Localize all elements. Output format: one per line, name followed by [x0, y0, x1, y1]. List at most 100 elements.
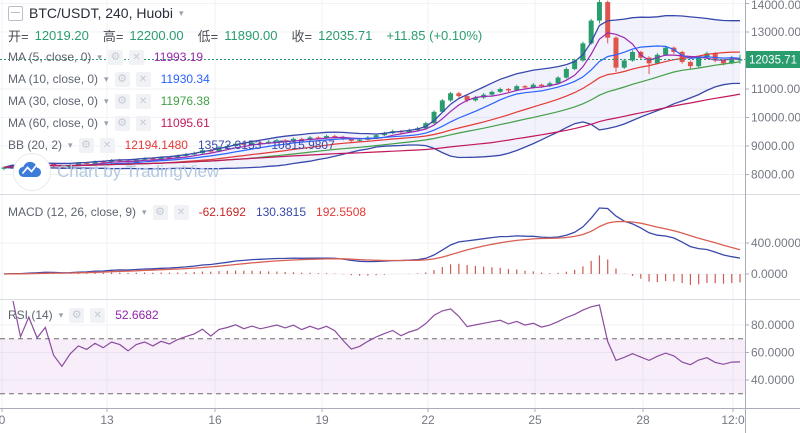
bb-lower-line [3, 82, 741, 170]
rsi-line [12, 301, 741, 368]
candle-body [357, 139, 363, 141]
close-icon[interactable]: ✕ [135, 71, 151, 87]
candle-body [505, 89, 511, 91]
price-tick-label: 13000.00 [751, 25, 800, 39]
close-icon[interactable]: ✕ [135, 93, 151, 109]
macd-line [3, 207, 741, 275]
bb-fill [4, 15, 740, 169]
candle-body [663, 47, 669, 55]
chevron-down-icon[interactable]: ▾ [178, 7, 184, 18]
bb-upper-line [3, 14, 740, 169]
settings-icon[interactable]: ⚙ [152, 204, 168, 220]
candle-body [166, 157, 172, 159]
ma10-value: 11930.34 [160, 72, 210, 86]
macd-panel[interactable] [3, 207, 741, 285]
indicator-row-ma10: MA (10, close, 0) ▾ ⚙ ✕ 11930.34 [8, 70, 490, 88]
candle-body [448, 93, 454, 101]
ma60-value: 11095.61 [160, 116, 210, 130]
candle-body [299, 138, 305, 140]
macd-tick-label: 400.0000 [751, 236, 800, 250]
candle-body [84, 163, 90, 165]
candle-body [373, 135, 379, 138]
chevron-down-icon[interactable]: ▾ [104, 117, 109, 128]
collapse-panel-icon[interactable] [8, 5, 23, 21]
chevron-down-icon[interactable]: ▾ [104, 73, 109, 84]
candle-body [704, 53, 710, 58]
candle-body [315, 137, 321, 139]
indicator-row-rsi: RSI (14) ▾ ⚙ ✕ 52.6682 [8, 306, 159, 324]
candle-body [158, 157, 164, 160]
price-tick-label: 8000.00 [751, 168, 795, 182]
symbol-title[interactable]: BTC/USDT, 240, Huobi [29, 5, 173, 21]
candle-body [729, 59, 735, 64]
close-icon[interactable]: ✕ [90, 307, 106, 323]
chevron-down-icon[interactable]: ▾ [97, 51, 102, 62]
chevron-down-icon[interactable]: ▾ [58, 309, 64, 320]
settings-icon[interactable]: ⚙ [78, 137, 94, 153]
settings-icon[interactable]: ⚙ [114, 115, 130, 131]
candle-body [59, 165, 65, 168]
low-label: 低= [197, 28, 219, 44]
ma10-label[interactable]: MA (10, close, 0) [8, 72, 99, 86]
candle-body [431, 111, 437, 124]
ma5-value: 11993.19 [153, 50, 204, 64]
close-icon[interactable]: ✕ [128, 49, 144, 65]
rsi-band [0, 338, 745, 394]
price-tick-label: 11000.00 [751, 82, 800, 96]
chevron-down-icon[interactable]: ▾ [68, 139, 73, 150]
macd-hist-value: -62.1692 [198, 205, 246, 219]
watermark-text[interactable]: Chart by TradingView [57, 162, 220, 181]
candle-body [175, 155, 181, 158]
tradingview-logo [13, 153, 51, 191]
candle-body [522, 86, 528, 88]
settings-icon[interactable]: ⚙ [69, 307, 85, 323]
settings-icon[interactable]: ⚙ [114, 93, 130, 109]
macd-tick-label: 0.0000 [751, 267, 788, 281]
time-tick-label: 16 [208, 413, 222, 427]
last-price-badge-label: 12035.71 [749, 54, 797, 66]
candle-body [439, 100, 445, 112]
close-icon[interactable]: ✕ [173, 204, 189, 220]
price-panel[interactable] [0, 0, 745, 171]
ma30-label[interactable]: MA (30, close, 0) [8, 94, 99, 108]
candle-body [92, 161, 98, 164]
candle-body [613, 37, 619, 68]
candle-body [324, 136, 330, 139]
candle-body [332, 136, 338, 138]
candle-body [630, 51, 636, 61]
candle-body [117, 160, 123, 162]
rsi-label[interactable]: RSI (14) [8, 308, 53, 322]
candle-body [406, 130, 412, 133]
candle-body [580, 43, 586, 61]
rsi-panel[interactable] [0, 298, 745, 395]
candle-body [696, 57, 702, 67]
close-icon[interactable]: ✕ [135, 115, 151, 131]
high-value: 12200.00 [129, 27, 184, 43]
rsi-tick-label: 80.0000 [751, 318, 795, 332]
rsi-legend: RSI (14) ▾ ⚙ ✕ 52.6682 [8, 306, 159, 328]
candle-body [605, 2, 611, 38]
candle-body [109, 160, 115, 163]
settings-icon[interactable]: ⚙ [114, 71, 130, 87]
time-tick-label: 12:0 [721, 413, 745, 427]
close-icon[interactable]: ✕ [99, 137, 115, 153]
indicator-row-ma5: MA (5, close, 0) ▾ ⚙ ✕ 11993.19 [8, 48, 490, 66]
candle-body [75, 163, 81, 166]
macd-label[interactable]: MACD (12, 26, close, 9) [8, 205, 137, 219]
candle-body [216, 147, 222, 152]
bb-label[interactable]: BB (20, 2) [8, 138, 63, 152]
chevron-down-icon[interactable]: ▾ [142, 206, 147, 217]
candle-body [472, 97, 478, 101]
macd-dif-value: 130.3815 [255, 205, 307, 219]
candle-body [621, 60, 627, 68]
candle-body [381, 133, 387, 136]
time-tick-label: 19 [315, 413, 329, 427]
ma60-label[interactable]: MA (60, close, 0) [8, 116, 99, 130]
macd-dea-value: 192.5508 [316, 205, 367, 219]
settings-icon[interactable]: ⚙ [107, 49, 123, 65]
candle-body [241, 143, 247, 145]
ma5-label[interactable]: MA (5, close, 0) [8, 50, 92, 64]
chevron-down-icon[interactable]: ▾ [104, 95, 109, 106]
